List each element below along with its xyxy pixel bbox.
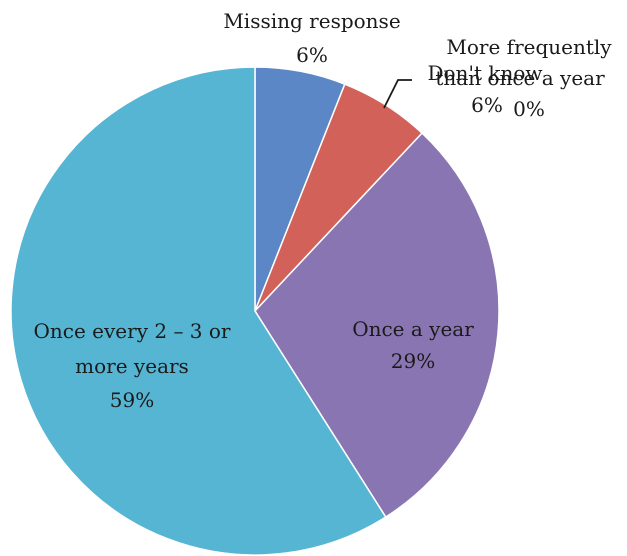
slice-label-more-frequently-line2: than once a year	[435, 66, 605, 90]
slice-value-dont-know: 6%	[471, 93, 503, 117]
slice-label-once-a-year: Once a year	[352, 317, 474, 341]
slice-label-missing-response: Missing response	[223, 9, 400, 33]
slice-label-dont-know: Don't know	[427, 61, 542, 85]
slice-label-once-every-2-3-line2: more years	[75, 354, 189, 378]
leader-line	[383, 79, 412, 109]
slice-label-more-frequently-line1: More frequently	[446, 35, 612, 59]
pie-slice-once-a-year	[254, 132, 500, 519]
slice-value-once-every-2-3: 59%	[110, 388, 154, 412]
slice-label-once-every-2-3-line1: Once every 2 – 3 or	[34, 319, 231, 343]
slice-value-more-frequently: 0%	[513, 97, 545, 121]
slice-value-missing-response: 6%	[296, 43, 328, 67]
pie-slices	[10, 66, 500, 556]
slice-value-once-a-year: 29%	[391, 349, 435, 373]
pie-slice-once-every-2-3-or-more-years	[10, 66, 387, 556]
